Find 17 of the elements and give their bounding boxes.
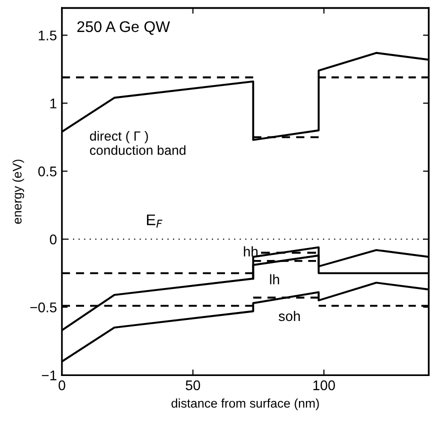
annotation: direct ( Γ ) conduction band	[90, 131, 186, 155]
ref-line-label: E$_{F}$	[147, 214, 162, 228]
y-axis-title: energy (eV)	[12, 160, 24, 224]
y-tick-label: 0	[50, 234, 57, 244]
y-tick-label: 0.5	[38, 166, 56, 176]
x-tick-label: 0	[58, 380, 66, 390]
y-tick-label: 1	[50, 98, 56, 108]
x-tick-label: 100	[313, 380, 335, 390]
x-axis-title: distance from surface (nm)	[172, 398, 319, 410]
x-tick-label: 50	[186, 380, 200, 390]
annotation: soh	[278, 310, 300, 322]
annotation: 250 A Ge QW	[77, 21, 170, 35]
y-tick-label: 1.5	[38, 30, 56, 40]
annotation: hh	[244, 246, 258, 256]
y-tick-label: −1	[42, 370, 56, 380]
y-tick-label: −0.5	[30, 302, 56, 312]
annotation: lh	[270, 274, 280, 284]
